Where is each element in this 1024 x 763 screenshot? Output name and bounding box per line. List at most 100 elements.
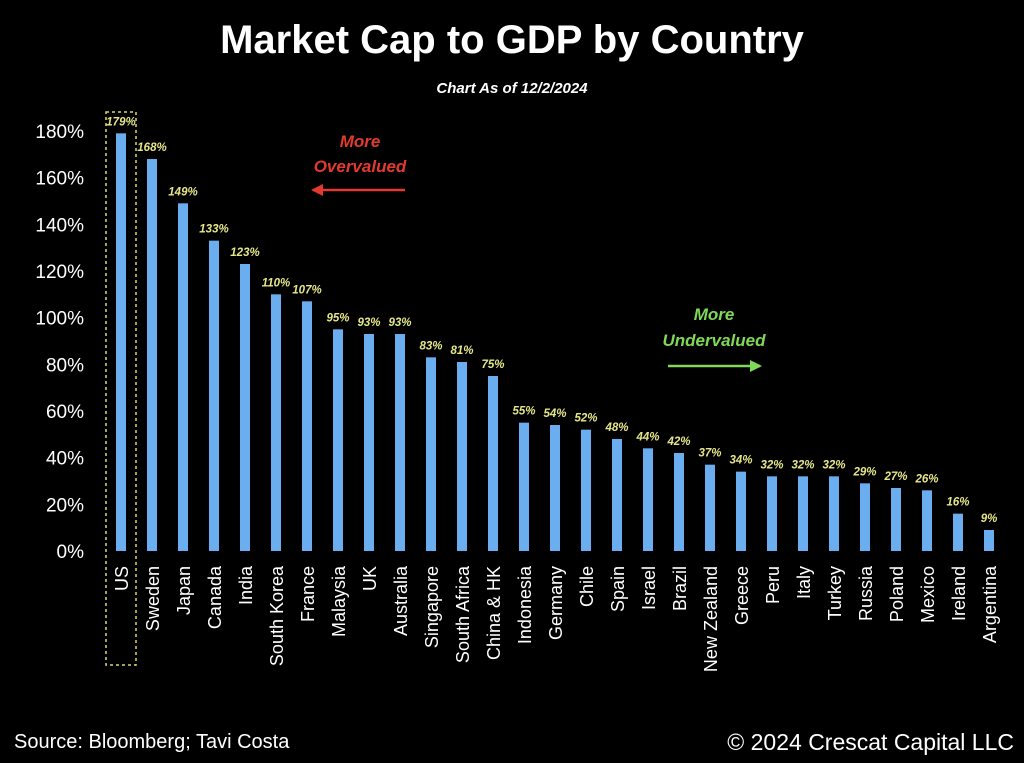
annotation-text: Undervalued: [663, 331, 767, 350]
bar: [550, 425, 560, 551]
value-label: 16%: [946, 497, 969, 509]
value-label: 168%: [137, 142, 166, 154]
annotation-text: More: [694, 305, 735, 324]
y-axis: 0% 20% 40% 60% 80% 100% 120% 140% 160% 180%: [35, 122, 84, 563]
x-tick-label: Spain: [608, 566, 628, 612]
value-label: 54%: [543, 408, 566, 420]
value-label: 93%: [388, 317, 411, 329]
value-labels: 179% 168% 149% 133%123% 110%107% 95% 93% 93% 83%…: [106, 116, 997, 525]
copyright-note: © 2024 Crescat Capital LLC: [727, 729, 1014, 755]
bar: [271, 294, 281, 551]
value-label: 52%: [574, 413, 597, 425]
x-tick-label: Singapore: [422, 566, 442, 648]
y-tick-label: 0%: [57, 542, 85, 563]
y-tick-label: 60%: [46, 402, 84, 423]
x-tick-label: Canada: [205, 565, 225, 629]
highlight-box: [105, 111, 137, 666]
value-label: 133%: [199, 224, 228, 236]
value-label: 75%: [481, 359, 504, 371]
bar: [705, 464, 715, 551]
chart-subtitle: Chart As of 12/2/2024: [436, 80, 588, 97]
bar: [798, 476, 808, 551]
x-tick-label: Italy: [794, 566, 814, 599]
chart-title: Market Cap to GDP by Country: [220, 18, 804, 62]
bar: [333, 329, 343, 551]
x-tick-label: Chile: [577, 566, 597, 607]
bar: [767, 476, 777, 551]
bar: [953, 513, 963, 551]
x-tick-label: Greece: [732, 566, 752, 625]
x-tick-label: Brazil: [670, 566, 690, 611]
value-label: 81%: [450, 345, 473, 357]
bar: [240, 264, 250, 551]
annotations: More Overvalued More Undervalued: [311, 132, 766, 372]
value-label: 123%: [230, 247, 259, 259]
bar: [922, 490, 932, 551]
y-tick-label: 40%: [46, 449, 84, 470]
bar: [209, 240, 219, 551]
value-label: 149%: [168, 186, 197, 198]
arrow-head-icon: [750, 360, 762, 372]
bar: [426, 357, 436, 551]
x-tick-label: China & HK: [484, 566, 504, 660]
value-label: 32%: [791, 459, 814, 471]
x-axis-labels: US Sweden Japan Canada India South Korea Franc…: [112, 565, 1000, 672]
y-tick-label: 120%: [35, 262, 84, 283]
x-tick-label: US: [112, 566, 132, 591]
y-tick-label: 140%: [35, 215, 84, 236]
annotation-text: More: [340, 132, 381, 151]
value-label: 27%: [883, 471, 907, 483]
y-tick-label: 160%: [35, 169, 84, 190]
x-tick-label: Turkey: [825, 566, 845, 620]
bar: [364, 334, 374, 551]
value-label: 42%: [666, 436, 690, 448]
bar: [116, 133, 126, 552]
x-tick-label: India: [236, 565, 256, 605]
bar: [891, 488, 901, 551]
bar: [302, 301, 312, 551]
source-note: Source: Bloomberg; Tavi Costa: [14, 731, 290, 753]
x-tick-label: Israel: [639, 566, 659, 610]
value-label: 32%: [760, 459, 783, 471]
x-tick-label: Peru: [763, 566, 783, 604]
bar: [612, 439, 622, 551]
x-tick-label: UK: [360, 566, 380, 591]
value-label: 37%: [698, 448, 721, 460]
value-label: 95%: [326, 312, 349, 324]
bar: [178, 203, 188, 552]
bar: [736, 471, 746, 551]
value-label: 55%: [512, 406, 535, 418]
arrow-head-icon: [311, 184, 323, 196]
value-label: 34%: [729, 455, 752, 467]
value-label: 179%: [106, 116, 135, 128]
bar-chart: 0% 20% 40% 60% 80% 100% 120% 140% 160% 180% 179% 1…: [35, 111, 1000, 672]
bar: [674, 453, 684, 551]
y-tick-label: 180%: [35, 122, 84, 143]
value-label: 9%: [981, 513, 998, 525]
y-tick-label: 80%: [46, 355, 84, 376]
x-tick-label: Russia: [856, 565, 876, 621]
value-label: 26%: [914, 473, 938, 485]
x-tick-label: Argentina: [980, 565, 1000, 643]
bar: [860, 483, 870, 551]
value-label: 107%: [292, 284, 321, 296]
value-label: 32%: [822, 459, 845, 471]
y-tick-label: 20%: [46, 495, 84, 516]
x-tick-label: France: [298, 566, 318, 622]
bar: [643, 448, 653, 551]
x-tick-label: Sweden: [143, 566, 163, 631]
x-tick-label: South Africa: [453, 565, 473, 663]
y-tick-label: 100%: [35, 309, 84, 330]
bars: [105, 111, 994, 666]
bar: [581, 429, 591, 551]
x-tick-label: Malaysia: [329, 565, 349, 637]
bar: [147, 159, 157, 551]
bar: [984, 530, 994, 551]
value-label: 83%: [419, 340, 442, 352]
value-label: 93%: [357, 317, 380, 329]
value-label: 44%: [635, 431, 659, 443]
x-tick-label: Australia: [391, 565, 411, 636]
bar: [519, 422, 529, 551]
x-tick-label: Japan: [174, 566, 194, 615]
value-label: 29%: [852, 466, 876, 478]
